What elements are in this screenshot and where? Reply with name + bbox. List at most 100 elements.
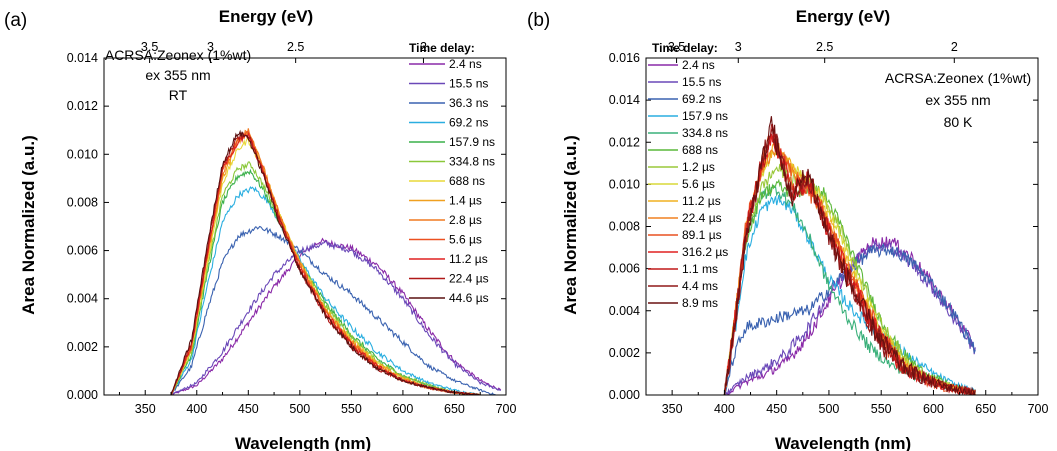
y-tick-label: 0.000 bbox=[67, 388, 98, 402]
series-line bbox=[170, 131, 481, 395]
x-tick-label: 500 bbox=[289, 402, 310, 416]
legend-label: 1.2 µs bbox=[682, 160, 715, 174]
series-line bbox=[170, 131, 481, 395]
legend-label: 688 ns bbox=[449, 174, 485, 188]
legend-label: 22.4 µs bbox=[449, 272, 489, 286]
annotation-line: ACRSA:Zeonex (1%wt) bbox=[105, 47, 251, 63]
x-tick-label: 350 bbox=[662, 402, 683, 416]
series-line bbox=[723, 116, 976, 395]
legend-label: 11.2 µs bbox=[682, 194, 721, 208]
plot-area bbox=[170, 128, 502, 395]
x-tick-label: 450 bbox=[766, 402, 787, 416]
top-axis-title: Energy (eV) bbox=[219, 7, 313, 26]
x-tick-label: 650 bbox=[444, 402, 465, 416]
series-line bbox=[170, 132, 481, 395]
x-tick-label: 500 bbox=[819, 402, 840, 416]
series-line bbox=[170, 225, 496, 395]
y-tick-label: 0.008 bbox=[67, 195, 98, 209]
y-axis-title: Area Normalized (a.u.) bbox=[561, 135, 580, 315]
legend-label: 1.4 µs bbox=[449, 194, 482, 208]
top-tick-label: 3 bbox=[735, 40, 742, 54]
y-tick-label: 0.010 bbox=[609, 177, 640, 191]
panel-label: (a) bbox=[4, 10, 27, 31]
legend-label: 2.4 ns bbox=[682, 58, 715, 72]
x-tick-label: 700 bbox=[496, 402, 517, 416]
top-tick-label: 3.5 bbox=[668, 40, 685, 54]
series-line bbox=[170, 239, 502, 395]
top-tick-label: 2 bbox=[951, 40, 958, 54]
y-tick-label: 0.010 bbox=[67, 147, 98, 161]
top-tick-label: 2.5 bbox=[287, 40, 304, 54]
panel-label: (b) bbox=[527, 10, 550, 31]
legend-label: 15.5 ns bbox=[449, 77, 488, 91]
legend-label: 15.5 ns bbox=[682, 75, 721, 89]
annotation-line: RT bbox=[169, 87, 188, 103]
series-line bbox=[170, 128, 481, 395]
y-tick-label: 0.012 bbox=[609, 135, 640, 149]
x-axis-title: Wavelength (nm) bbox=[235, 434, 371, 451]
legend-label: 316.2 µs bbox=[682, 245, 728, 259]
series-line bbox=[170, 137, 481, 395]
y-tick-label: 0.004 bbox=[67, 292, 98, 306]
legend: Time delay: 2.4 ns 15.5 ns 36.3 ns 69.2 ns 1… bbox=[409, 41, 495, 305]
legend-title: Time delay: bbox=[652, 41, 718, 55]
top-tick-label: 2 bbox=[420, 40, 427, 54]
axes: 350 400 450 500 550 600 650 700 0.000 0.002 0.004 0… bbox=[67, 40, 517, 416]
top-tick-label: 3.5 bbox=[141, 40, 158, 54]
legend-label: 11.2 µs bbox=[449, 252, 488, 266]
legend-label: 36.3 ns bbox=[449, 96, 488, 110]
series-line bbox=[723, 184, 976, 395]
legend-label: 8.9 ms bbox=[682, 296, 718, 310]
annotation-line: ex 355 nm bbox=[925, 92, 990, 108]
x-tick-label: 400 bbox=[186, 402, 207, 416]
legend-label: 69.2 ns bbox=[449, 116, 488, 130]
legend-label: 334.8 ns bbox=[682, 126, 728, 140]
legend-label: 157.9 ns bbox=[449, 135, 495, 149]
legend-label: 2.8 µs bbox=[449, 213, 482, 227]
series-line bbox=[170, 186, 481, 395]
axes: 350 400 450 500 550 600 650 700 0.000 0.002 0.004 0… bbox=[609, 40, 1049, 416]
legend-label: 22.4 µs bbox=[682, 211, 722, 225]
y-tick-label: 0.014 bbox=[609, 93, 640, 107]
y-tick-label: 0.002 bbox=[67, 340, 98, 354]
legend-label: 334.8 ns bbox=[449, 155, 495, 169]
annotation-line: ex 355 nm bbox=[145, 67, 210, 83]
x-tick-label: 700 bbox=[1028, 402, 1049, 416]
y-tick-label: 0.000 bbox=[609, 388, 640, 402]
y-tick-label: 0.002 bbox=[609, 346, 640, 360]
plot-area bbox=[723, 116, 976, 395]
x-tick-label: 550 bbox=[871, 402, 892, 416]
legend-label: 89.1 µs bbox=[682, 228, 722, 242]
legend: Time delay: 2.4 ns 15.5 ns 69.2 ns 157.9 ns… bbox=[648, 41, 728, 310]
legend-label: 5.6 µs bbox=[682, 177, 715, 191]
y-tick-label: 0.006 bbox=[67, 244, 98, 258]
x-tick-label: 550 bbox=[341, 402, 362, 416]
x-tick-label: 600 bbox=[392, 402, 413, 416]
x-tick-label: 450 bbox=[238, 402, 259, 416]
legend-title: Time delay: bbox=[409, 41, 475, 55]
plot-frame bbox=[103, 57, 507, 396]
legend-label: 44.6 µs bbox=[449, 291, 489, 305]
x-axis-title: Wavelength (nm) bbox=[775, 434, 911, 451]
sample-annotation: ACRSA:Zeonex (1%wt) ex 355 nm 80 K bbox=[885, 70, 1031, 130]
legend-label: 688 ns bbox=[682, 143, 718, 157]
annotation-line: ACRSA:Zeonex (1%wt) bbox=[885, 70, 1031, 86]
series-line bbox=[170, 129, 481, 395]
legend-label: 5.6 µs bbox=[449, 233, 482, 247]
legend-label: 157.9 ns bbox=[682, 109, 728, 123]
sample-annotation: ACRSA:Zeonex (1%wt) ex 355 nm RT bbox=[105, 47, 251, 103]
y-tick-label: 0.014 bbox=[67, 51, 98, 65]
series-line bbox=[723, 194, 976, 395]
top-tick-label: 3 bbox=[207, 40, 214, 54]
legend-label: 2.4 ns bbox=[449, 57, 482, 71]
y-axis-title: Area Normalized (a.u.) bbox=[19, 135, 38, 315]
x-tick-label: 600 bbox=[923, 402, 944, 416]
x-tick-label: 650 bbox=[975, 402, 996, 416]
x-tick-label: 350 bbox=[135, 402, 156, 416]
series-line bbox=[723, 178, 976, 395]
top-tick-label: 2.5 bbox=[816, 40, 833, 54]
legend-label: 69.2 ns bbox=[682, 92, 721, 106]
panel-a: (a) Energy (eV) Wavelength (nm) Area Nor… bbox=[4, 7, 516, 451]
top-axis-title: Energy (eV) bbox=[796, 7, 890, 26]
